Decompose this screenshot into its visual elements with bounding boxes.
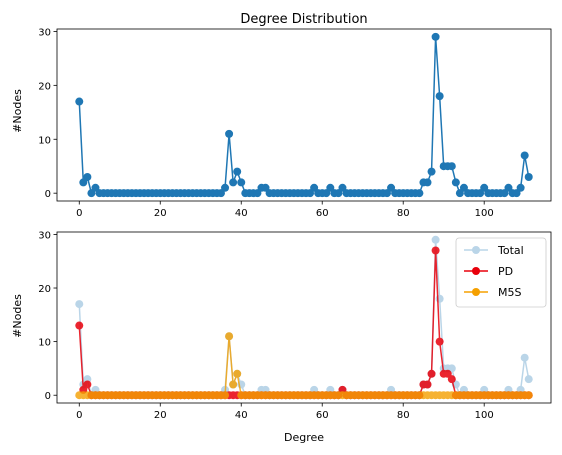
x-tick-label: 80 bbox=[397, 410, 410, 421]
legend-entry-total bbox=[464, 246, 488, 254]
x-axis-label: Degree bbox=[284, 431, 324, 444]
legend-marker bbox=[472, 246, 480, 254]
legend: Total PD M5S bbox=[455, 237, 547, 308]
x-tick-label: 100 bbox=[475, 208, 494, 219]
y-tick-label: 30 bbox=[38, 27, 51, 38]
x-tick-label: 0 bbox=[76, 410, 82, 421]
data-point bbox=[83, 173, 92, 182]
data-point bbox=[229, 380, 238, 389]
data-point bbox=[516, 183, 525, 192]
data-point bbox=[524, 173, 533, 182]
plot-frame bbox=[56, 231, 552, 404]
y-tick-label: 0 bbox=[45, 391, 51, 402]
x-tick-label: 40 bbox=[235, 208, 248, 219]
legend-entry-m5s bbox=[464, 288, 488, 296]
x-tick-label: 100 bbox=[475, 410, 494, 421]
data-point bbox=[229, 178, 238, 187]
data-point bbox=[435, 92, 444, 101]
data-point bbox=[431, 32, 440, 41]
data-point bbox=[423, 178, 432, 187]
data-point bbox=[524, 391, 533, 400]
panel-party-breakdown: #Nodes Degree 0 20 40 60 80 100 0 10 20 30 Total P… bbox=[11, 230, 552, 444]
legend-label: M5S bbox=[498, 286, 521, 299]
data-point bbox=[75, 300, 84, 309]
plot-frame bbox=[56, 28, 552, 202]
data-point bbox=[237, 178, 246, 187]
x-tick-label: 60 bbox=[316, 410, 329, 421]
legend-marker bbox=[472, 288, 480, 296]
y-tick-label: 30 bbox=[38, 230, 51, 241]
x-tick-label: 20 bbox=[154, 410, 167, 421]
series-line bbox=[78, 36, 530, 195]
data-point bbox=[435, 294, 444, 303]
y-axis-label: #Nodes bbox=[11, 294, 24, 338]
y-tick-label: 10 bbox=[38, 135, 51, 146]
chart-title: Degree Distribution bbox=[240, 12, 367, 27]
data-point bbox=[524, 375, 533, 384]
legend-label: PD bbox=[498, 265, 513, 278]
data-point bbox=[431, 246, 440, 255]
panel-degree-distribution: Degree Distribution #Nodes 0 20 40 60 80 1000… bbox=[11, 12, 552, 219]
data-point bbox=[431, 235, 440, 244]
series-line bbox=[79, 336, 529, 396]
data-point bbox=[225, 129, 234, 138]
x-tick-label: 20 bbox=[154, 208, 167, 219]
data-point bbox=[83, 380, 92, 389]
data-point bbox=[427, 369, 436, 378]
y-tick-label: 10 bbox=[38, 338, 51, 349]
x-tick-label: 80 bbox=[397, 208, 410, 219]
series-degree-count bbox=[75, 32, 533, 198]
data-point bbox=[415, 189, 424, 198]
data-point bbox=[451, 178, 460, 187]
data-point bbox=[520, 353, 529, 362]
x-tick-label: 60 bbox=[316, 208, 329, 219]
data-point bbox=[423, 380, 432, 389]
data-point bbox=[520, 151, 529, 160]
legend-marker bbox=[472, 267, 480, 275]
data-point bbox=[75, 321, 84, 330]
data-point bbox=[225, 332, 234, 341]
y-tick-label: 20 bbox=[38, 284, 51, 295]
plot-area: 0 20 40 60 80 100 0 10 20 30 bbox=[38, 27, 552, 219]
data-point bbox=[221, 391, 230, 400]
y-tick-label: 0 bbox=[45, 189, 51, 200]
data-point bbox=[447, 162, 456, 171]
y-axis-label: #Nodes bbox=[11, 89, 24, 133]
x-tick-label: 40 bbox=[235, 410, 248, 421]
data-point bbox=[75, 97, 84, 106]
y-tick-label: 20 bbox=[38, 81, 51, 92]
data-point bbox=[447, 375, 456, 384]
data-point bbox=[233, 369, 242, 378]
data-point bbox=[427, 167, 436, 176]
legend-entry-pd bbox=[464, 267, 488, 275]
data-point bbox=[435, 337, 444, 346]
x-tick-label: 0 bbox=[76, 208, 82, 219]
data-point bbox=[221, 183, 230, 192]
series-m5s bbox=[75, 332, 533, 400]
plot-area: 0 20 40 60 80 100 0 10 20 30 bbox=[38, 230, 552, 421]
data-point bbox=[233, 167, 242, 176]
legend-label: Total bbox=[497, 244, 524, 257]
